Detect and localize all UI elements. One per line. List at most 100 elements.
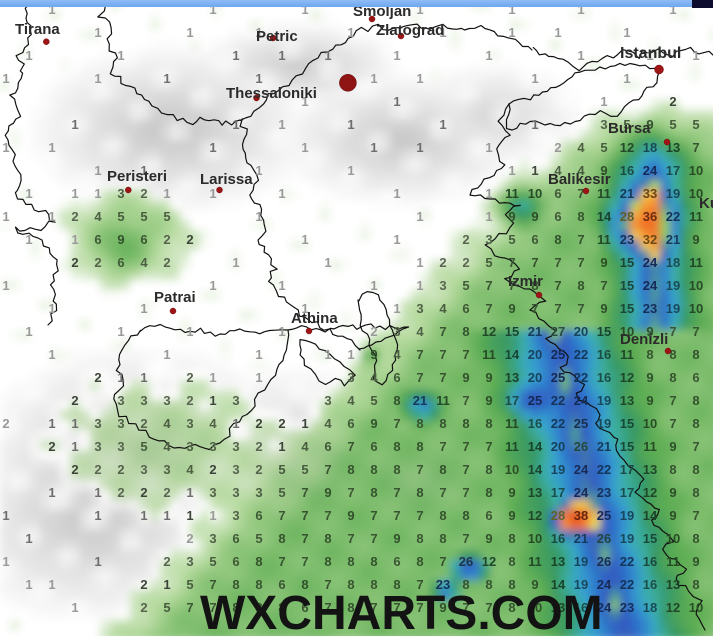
svg-text:15: 15 (620, 301, 634, 316)
svg-text:2: 2 (462, 232, 469, 247)
svg-text:23: 23 (620, 232, 634, 247)
svg-text:2: 2 (71, 209, 78, 224)
svg-text:1: 1 (278, 48, 285, 63)
svg-text:8: 8 (577, 278, 584, 293)
svg-text:3: 3 (140, 462, 147, 477)
svg-text:1: 1 (209, 370, 216, 385)
svg-text:10: 10 (505, 462, 519, 477)
svg-text:7: 7 (416, 462, 423, 477)
svg-text:1: 1 (2, 278, 9, 293)
svg-text:3: 3 (117, 416, 124, 431)
svg-text:23: 23 (643, 301, 657, 316)
svg-text:1: 1 (71, 117, 78, 132)
svg-text:1: 1 (94, 485, 101, 500)
svg-text:14: 14 (528, 439, 543, 454)
svg-text:1: 1 (2, 140, 9, 155)
svg-text:2: 2 (117, 462, 124, 477)
svg-text:13: 13 (505, 370, 519, 385)
svg-text:12: 12 (620, 370, 634, 385)
svg-text:8: 8 (439, 462, 446, 477)
svg-text:1: 1 (439, 117, 446, 132)
svg-text:1: 1 (71, 232, 78, 247)
svg-text:1: 1 (255, 347, 262, 362)
svg-text:5: 5 (462, 278, 469, 293)
svg-text:1: 1 (2, 508, 9, 523)
svg-text:7: 7 (554, 255, 561, 270)
svg-text:25: 25 (528, 393, 542, 408)
svg-text:4: 4 (347, 393, 355, 408)
svg-text:4: 4 (324, 416, 332, 431)
svg-text:7: 7 (508, 255, 515, 270)
svg-text:12: 12 (620, 140, 634, 155)
svg-text:36: 36 (643, 209, 657, 224)
svg-text:1: 1 (232, 117, 239, 132)
svg-text:1: 1 (163, 508, 170, 523)
svg-text:17: 17 (620, 485, 634, 500)
svg-text:7: 7 (416, 347, 423, 362)
svg-text:1: 1 (347, 163, 354, 178)
svg-text:8: 8 (462, 324, 469, 339)
svg-text:2: 2 (186, 232, 193, 247)
svg-text:9: 9 (324, 485, 331, 500)
svg-text:7: 7 (462, 485, 469, 500)
svg-text:10: 10 (689, 278, 703, 293)
svg-text:8: 8 (370, 485, 377, 500)
svg-text:14: 14 (528, 462, 543, 477)
svg-text:5: 5 (508, 232, 515, 247)
svg-text:9: 9 (669, 485, 676, 500)
svg-text:2: 2 (255, 416, 262, 431)
svg-text:1: 1 (186, 485, 193, 500)
svg-text:9: 9 (370, 416, 377, 431)
svg-text:1: 1 (163, 71, 170, 86)
svg-text:8: 8 (692, 347, 699, 362)
svg-text:1: 1 (48, 140, 55, 155)
svg-text:7: 7 (577, 255, 584, 270)
svg-text:3: 3 (117, 439, 124, 454)
svg-text:3: 3 (232, 485, 239, 500)
svg-text:4: 4 (416, 324, 424, 339)
svg-text:1: 1 (485, 186, 492, 201)
svg-text:8: 8 (393, 462, 400, 477)
svg-text:2: 2 (554, 140, 561, 155)
svg-text:1: 1 (692, 48, 699, 63)
svg-text:1: 1 (25, 48, 32, 63)
svg-text:15: 15 (597, 324, 611, 339)
svg-text:20: 20 (528, 370, 542, 385)
svg-text:11: 11 (643, 439, 657, 454)
svg-text:24: 24 (574, 462, 589, 477)
svg-text:2: 2 (163, 485, 170, 500)
svg-text:3: 3 (232, 393, 239, 408)
svg-text:4: 4 (209, 416, 217, 431)
svg-text:1: 1 (508, 163, 515, 178)
svg-text:3: 3 (94, 416, 101, 431)
svg-text:26: 26 (574, 439, 588, 454)
svg-text:22: 22 (597, 462, 611, 477)
svg-text:6: 6 (554, 209, 561, 224)
svg-text:8: 8 (485, 485, 492, 500)
svg-text:4: 4 (577, 140, 585, 155)
svg-text:25: 25 (551, 370, 565, 385)
svg-text:19: 19 (597, 393, 611, 408)
svg-text:9: 9 (117, 232, 124, 247)
svg-text:3: 3 (209, 485, 216, 500)
svg-text:1: 1 (71, 186, 78, 201)
svg-text:21: 21 (597, 439, 611, 454)
svg-text:1: 1 (416, 255, 423, 270)
svg-text:9: 9 (508, 301, 515, 316)
svg-text:8: 8 (692, 462, 699, 477)
svg-text:2: 2 (71, 462, 78, 477)
svg-text:15: 15 (505, 324, 519, 339)
svg-text:5: 5 (669, 117, 676, 132)
svg-text:10: 10 (689, 163, 703, 178)
svg-text:7: 7 (692, 140, 699, 155)
svg-text:1: 1 (393, 48, 400, 63)
svg-text:5: 5 (278, 485, 285, 500)
svg-text:11: 11 (505, 439, 519, 454)
svg-text:25: 25 (574, 416, 588, 431)
svg-text:7: 7 (554, 278, 561, 293)
svg-text:1: 1 (255, 209, 262, 224)
svg-text:5: 5 (117, 209, 124, 224)
svg-text:9: 9 (692, 232, 699, 247)
svg-text:1: 1 (324, 48, 331, 63)
svg-text:10: 10 (643, 416, 657, 431)
